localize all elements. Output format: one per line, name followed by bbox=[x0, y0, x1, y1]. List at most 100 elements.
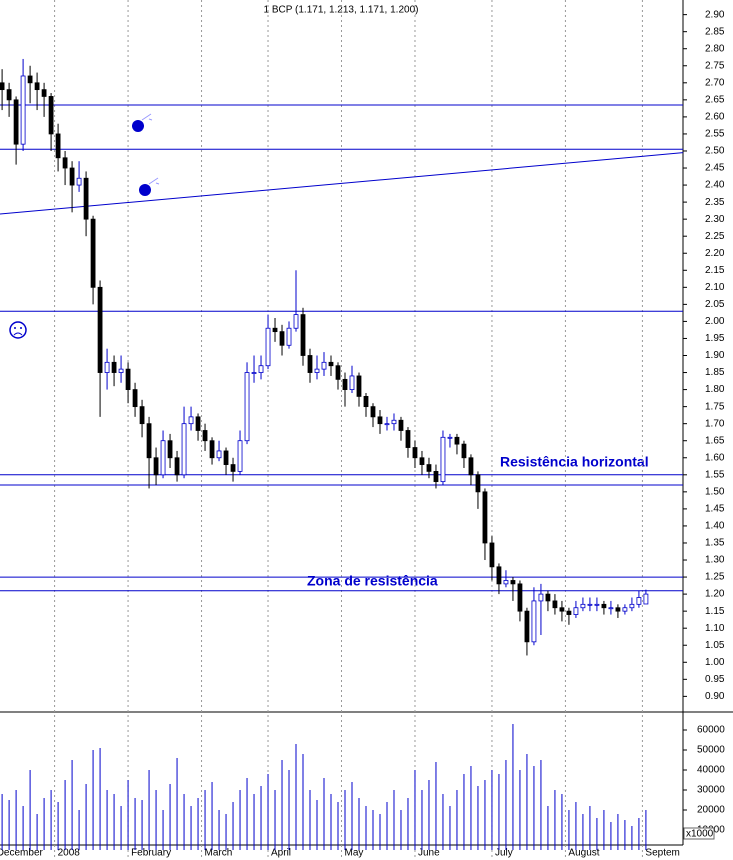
y-tick-label: 2.40 bbox=[705, 180, 725, 191]
y-tick-label: 2.05 bbox=[705, 299, 725, 310]
bomb-icon bbox=[132, 113, 153, 132]
x-tick-label: April bbox=[271, 848, 291, 859]
candle-body bbox=[223, 450, 229, 465]
y-tick-label: 1.80 bbox=[705, 384, 725, 395]
candle-body bbox=[6, 89, 12, 101]
candle-body bbox=[90, 218, 96, 288]
x-tick-label: December bbox=[0, 848, 43, 859]
y-tick-label: 0.95 bbox=[705, 674, 725, 685]
candle-body bbox=[69, 167, 75, 186]
candle-body bbox=[20, 75, 26, 145]
y-tick-label: 1.45 bbox=[705, 504, 725, 515]
candle-body bbox=[573, 607, 579, 615]
candle-body bbox=[13, 99, 19, 145]
annotation: Resistência horizontal bbox=[500, 454, 649, 470]
candle-body bbox=[251, 372, 257, 374]
candle-body bbox=[27, 75, 33, 84]
y-tick-label: 2.25 bbox=[705, 231, 725, 242]
unit-box bbox=[683, 827, 715, 840]
candle-body bbox=[545, 593, 551, 602]
x-tick-label: July bbox=[495, 848, 513, 859]
bomb-icon bbox=[139, 177, 160, 196]
candle-body bbox=[279, 331, 285, 346]
y-tick-label: 0.90 bbox=[705, 691, 725, 702]
y-tick-label: 2.50 bbox=[705, 146, 725, 157]
candle-body bbox=[34, 82, 40, 91]
candle-body bbox=[531, 600, 537, 643]
candle-body bbox=[244, 372, 250, 442]
y-tick-label: 2.65 bbox=[705, 94, 725, 105]
candle-body bbox=[265, 327, 271, 367]
candle-body bbox=[426, 464, 432, 472]
candle-body bbox=[475, 474, 481, 493]
y-tick-label: 2.00 bbox=[705, 316, 725, 327]
candle-body bbox=[146, 423, 152, 459]
x-tick-label: August bbox=[568, 848, 599, 859]
y-tick-label: 2.45 bbox=[705, 163, 725, 174]
candle-body bbox=[440, 436, 446, 483]
candle-body bbox=[132, 389, 138, 408]
candle-body bbox=[216, 450, 222, 459]
candle-body bbox=[202, 430, 208, 442]
candle-body bbox=[356, 375, 362, 397]
candle-body bbox=[314, 368, 320, 373]
candle-body bbox=[104, 361, 110, 373]
candle-body bbox=[0, 82, 5, 91]
y-tick-label: 1.00 bbox=[705, 657, 725, 668]
y-tick-label: 1.65 bbox=[705, 435, 725, 446]
candle-body bbox=[461, 443, 467, 459]
candle-body bbox=[237, 440, 243, 472]
y-tick-label: 2.80 bbox=[705, 43, 725, 54]
candle-body bbox=[321, 361, 327, 370]
candle-body bbox=[510, 580, 516, 585]
y-tick-label: 2.30 bbox=[705, 214, 725, 225]
y-tick-label: 1.85 bbox=[705, 367, 725, 378]
candle-body bbox=[349, 375, 355, 390]
candle-body bbox=[258, 365, 264, 373]
candle-body bbox=[587, 603, 593, 606]
candle-body bbox=[160, 440, 166, 476]
x-tick-label: March bbox=[205, 848, 233, 859]
candle-body bbox=[300, 314, 306, 356]
candle-body bbox=[629, 603, 635, 609]
annotation: Zona de resistência bbox=[307, 573, 438, 589]
y-tick-label: 1.50 bbox=[705, 486, 725, 497]
candle-body bbox=[41, 89, 47, 97]
candle-body bbox=[517, 583, 523, 612]
volume-tick-label: 40000 bbox=[697, 765, 725, 776]
candle-body bbox=[601, 603, 607, 609]
volume-unit-label: x1000 bbox=[686, 829, 714, 840]
candle-body bbox=[293, 314, 299, 329]
y-tick-label: 2.10 bbox=[705, 282, 725, 293]
candle-body bbox=[97, 286, 103, 373]
candle-body bbox=[188, 416, 194, 425]
y-tick-label: 1.20 bbox=[705, 589, 725, 600]
candle-body bbox=[167, 440, 173, 459]
y-tick-label: 1.15 bbox=[705, 606, 725, 617]
candle-body bbox=[391, 419, 397, 425]
y-tick-label: 1.95 bbox=[705, 333, 725, 344]
candle-body bbox=[552, 600, 558, 609]
candle-body bbox=[181, 423, 187, 476]
x-tick-label: May bbox=[345, 848, 364, 859]
y-tick-label: 1.75 bbox=[705, 401, 725, 412]
candle-body bbox=[230, 464, 236, 472]
candle-body bbox=[286, 327, 292, 346]
candle-body bbox=[335, 365, 341, 380]
volume-tick-label: 60000 bbox=[697, 725, 725, 736]
y-tick-label: 1.55 bbox=[705, 469, 725, 480]
volume-tick-label: 30000 bbox=[697, 785, 725, 796]
x-tick-label: June bbox=[418, 848, 440, 859]
candle-body bbox=[370, 406, 376, 418]
candle-body bbox=[111, 361, 117, 373]
candle-body bbox=[454, 436, 460, 445]
y-tick-label: 2.75 bbox=[705, 60, 725, 71]
trendline bbox=[0, 152, 684, 215]
candle-body bbox=[580, 603, 586, 609]
x-tick-label: 2008 bbox=[58, 848, 81, 859]
candle-body bbox=[83, 177, 89, 220]
y-tick-label: 1.25 bbox=[705, 572, 725, 583]
candle-body bbox=[503, 580, 509, 585]
y-tick-label: 1.90 bbox=[705, 350, 725, 361]
